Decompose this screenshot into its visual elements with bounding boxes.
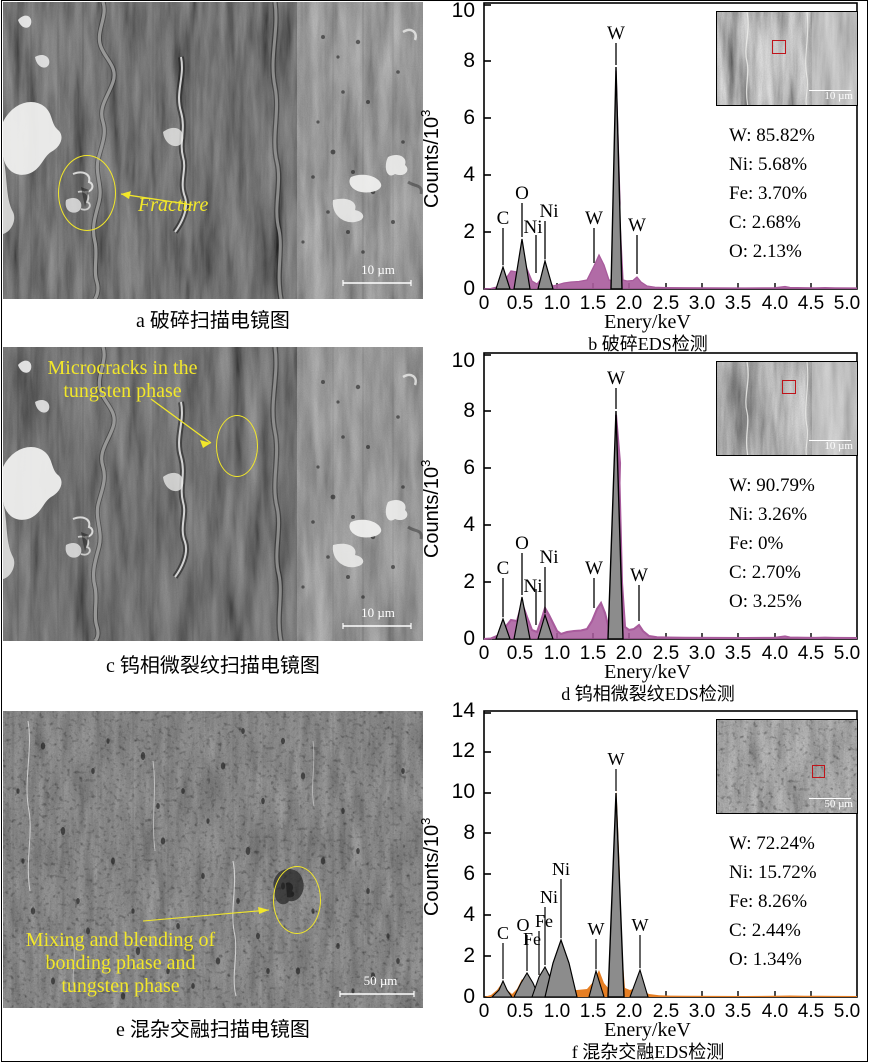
svg-text:6: 6 [463, 456, 475, 479]
svg-text:6: 6 [463, 106, 475, 129]
svg-text:8: 8 [463, 49, 475, 72]
svg-text:0: 0 [463, 627, 475, 650]
svg-text:4: 4 [463, 513, 475, 536]
svg-text:6: 6 [463, 862, 475, 885]
svg-text:10: 10 [452, 780, 475, 803]
svg-text:W: W [628, 215, 646, 236]
svg-text:Ni: Ni [524, 576, 543, 597]
svg-text:W: W [607, 23, 625, 44]
svg-text:C: C [497, 558, 510, 579]
svg-text:2: 2 [463, 944, 475, 967]
svg-text:W: W [585, 558, 603, 579]
svg-text:W: W [588, 919, 605, 939]
svg-text:4: 4 [463, 163, 475, 186]
svg-text:Ni: Ni [540, 201, 559, 222]
svg-text:4: 4 [463, 903, 475, 926]
svg-text:Ni: Ni [552, 859, 570, 879]
svg-text:W: W [607, 368, 625, 389]
svg-text:C: C [497, 923, 509, 943]
svg-text:Ni: Ni [540, 547, 559, 568]
svg-text:10: 10 [452, 0, 475, 22]
svg-text:2: 2 [463, 220, 475, 243]
svg-text:8: 8 [463, 399, 475, 422]
svg-text:Ni: Ni [540, 887, 558, 907]
svg-text:14: 14 [452, 699, 476, 722]
svg-text:0: 0 [463, 985, 475, 1008]
svg-text:Fe: Fe [523, 929, 541, 949]
svg-text:O: O [515, 533, 529, 554]
svg-text:C: C [497, 208, 510, 229]
svg-text:Fe: Fe [535, 911, 553, 931]
svg-text:W: W [630, 565, 648, 586]
svg-text:W: W [608, 749, 625, 769]
svg-text:O: O [515, 183, 529, 204]
svg-text:W: W [585, 208, 603, 229]
svg-text:10: 10 [452, 349, 475, 372]
svg-text:2: 2 [463, 570, 475, 593]
svg-text:W: W [632, 915, 649, 935]
svg-text:8: 8 [463, 821, 475, 844]
svg-text:12: 12 [452, 739, 475, 762]
svg-text:0: 0 [463, 277, 475, 300]
